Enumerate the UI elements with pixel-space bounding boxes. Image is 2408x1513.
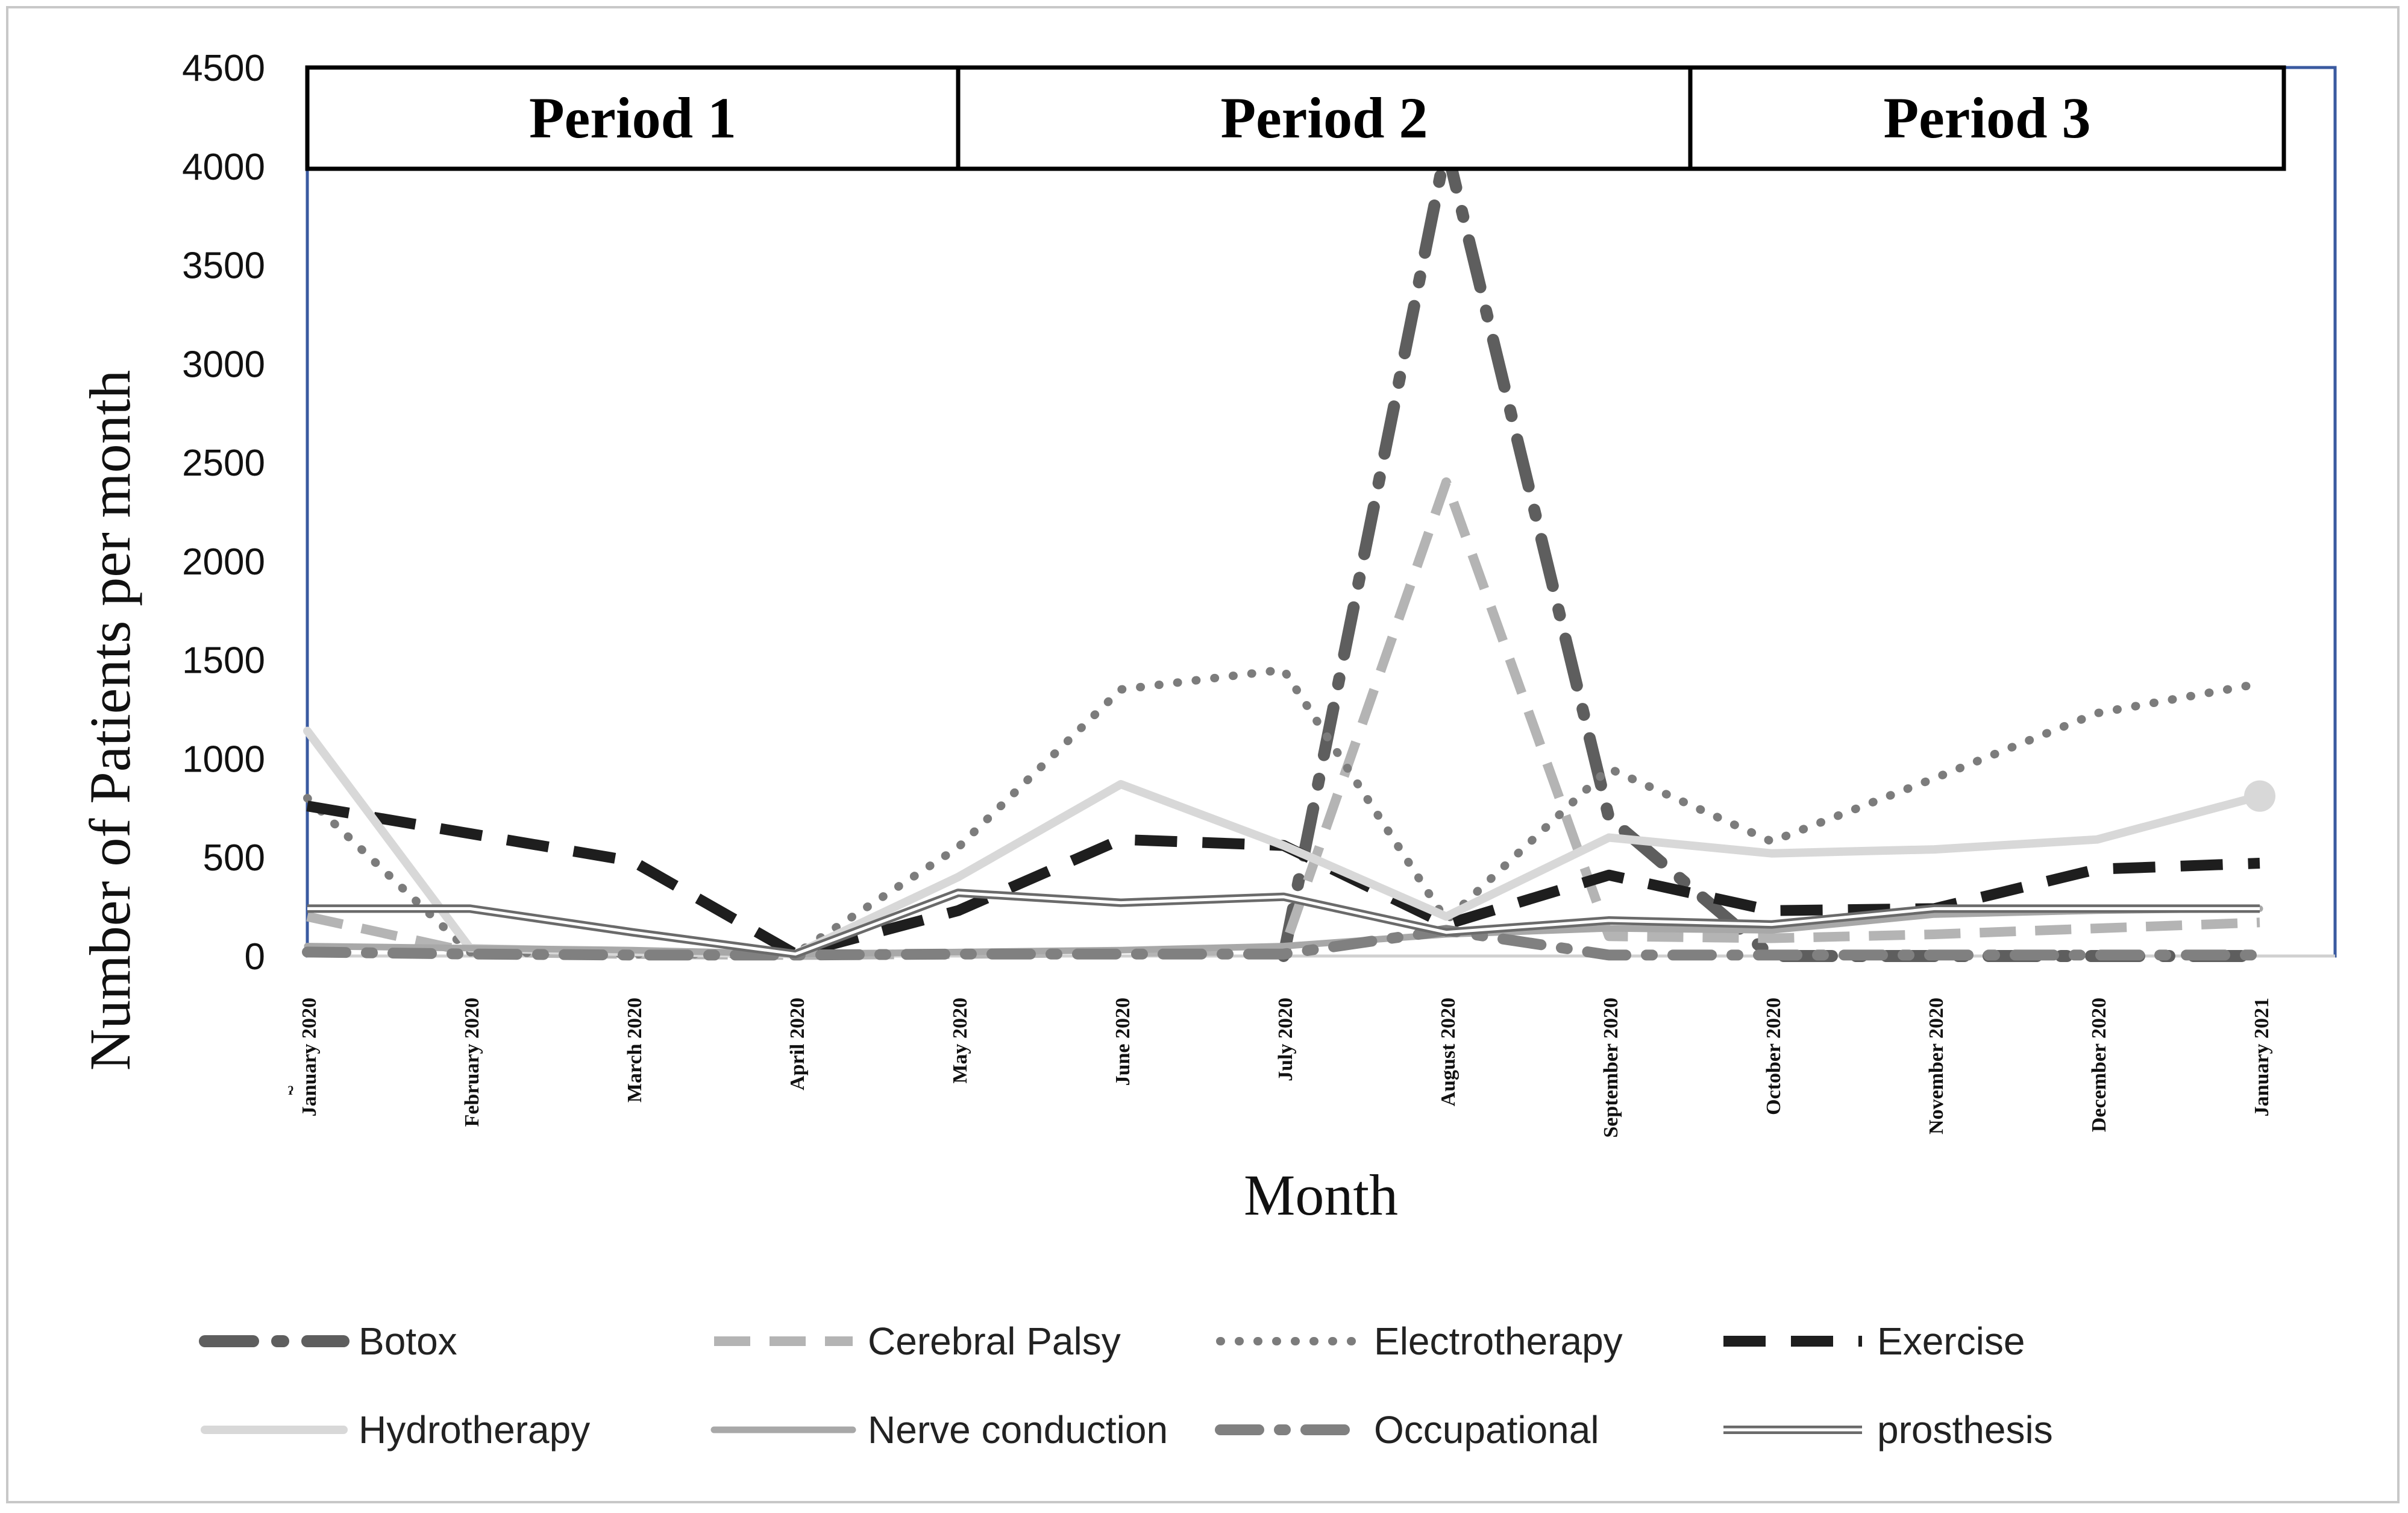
legend-label: Nerve conduction	[868, 1408, 1168, 1452]
period-label: Period 3	[1884, 86, 2091, 150]
y-tick-label: 3000	[182, 344, 265, 385]
x-tick-label: July 2020	[1275, 998, 1297, 1081]
x-tick-label: April 2020	[786, 998, 809, 1090]
x-tick-label: November 2020	[1925, 998, 1948, 1134]
data-point-exercise-5	[1120, 839, 1121, 840]
legend-label: Electrotherapy	[1374, 1320, 1623, 1363]
chart-frame	[6, 6, 2400, 1503]
series-occupational	[302, 925, 2265, 961]
y-tick-label: 2000	[182, 541, 265, 583]
legend-item-exercise: Exercise	[1723, 1320, 2025, 1363]
x-tick-label: August 2020	[1437, 998, 1460, 1106]
y-tick-label: 3500	[182, 245, 265, 287]
legend-item-occupational: Occupational	[1215, 1408, 1599, 1452]
period-box-2: Period 2	[956, 65, 1693, 171]
series-nerve-conduction	[304, 905, 2263, 958]
y-tick-label: 0	[245, 936, 265, 978]
period-box-3: Period 3	[1688, 65, 2286, 171]
x-tick-label: January 2020	[298, 998, 321, 1116]
y-tick-label: 4000	[182, 146, 265, 188]
series-line-nerve-conduction	[304, 905, 2263, 958]
series-cerebral-palsy	[306, 477, 2260, 960]
legend-item-electrotherapy: Electrotherapy	[1216, 1320, 1623, 1363]
series-line-hydrotherapy	[303, 726, 2264, 958]
legend-label: Exercise	[1877, 1320, 2025, 1363]
legend-item-prosthesis: prosthesis	[1723, 1408, 2053, 1452]
x-axis-title: Month	[1244, 1163, 1398, 1227]
y-tick-label: 1000	[182, 738, 265, 780]
x-tick-label: March 2020	[624, 998, 646, 1103]
y-tick-label: 4500	[182, 48, 265, 89]
legend-item-botox: Botox	[199, 1320, 457, 1363]
stray-mark: ˀ	[288, 1083, 293, 1105]
period-box-1: Period 1	[305, 65, 961, 171]
data-point-electrotherapy-12	[2259, 683, 2260, 684]
x-tick-label: September 2020	[1600, 998, 1622, 1138]
x-tick-label: December 2020	[2088, 998, 2110, 1132]
data-point-electrotherapy-8	[1608, 768, 1610, 769]
data-point-electrotherapy-10	[1934, 778, 1935, 779]
x-tick-label: May 2020	[949, 998, 971, 1084]
series-line-occupational	[302, 925, 2265, 961]
period-box-frame	[956, 65, 1693, 171]
data-point-exercise-7	[1446, 924, 1447, 925]
series-prosthesis	[307, 889, 2260, 958]
x-tick-label: January 2021	[2251, 998, 2273, 1116]
legend-item-nerve-conduction: Nerve conduction	[710, 1408, 1168, 1452]
series-line-cerebral-palsy	[306, 477, 2260, 960]
period-box-frame	[1688, 65, 2286, 171]
legend-item-cerebral-palsy: Cerebral Palsy	[714, 1320, 1121, 1363]
x-tick-label: October 2020	[1763, 998, 1785, 1115]
x-tick-label: February 2020	[461, 998, 483, 1127]
series-end-marker-hydrotherapy	[2244, 780, 2275, 812]
data-point-exercise-9	[1771, 910, 1772, 911]
legend-label: Botox	[359, 1320, 457, 1363]
plot-area-border	[306, 66, 2337, 958]
data-point-electrotherapy-6	[1283, 669, 1284, 670]
data-point-exercise-11	[2096, 869, 2098, 870]
period-label: Period 2	[1221, 86, 1428, 150]
period-box-frame	[305, 65, 961, 171]
legend-label: Occupational	[1374, 1408, 1599, 1452]
legend-label: Cerebral Palsy	[868, 1320, 1121, 1363]
y-axis-title: Number of Patients per month	[78, 370, 142, 1071]
y-tick-label: 500	[203, 837, 265, 879]
period-label: Period 1	[529, 86, 736, 150]
y-tick-label: 2500	[182, 442, 265, 484]
y-tick-label: 1500	[182, 640, 265, 682]
legend-label: Hydrotherapy	[359, 1408, 590, 1452]
series-line-inner-prosthesis	[307, 891, 2260, 956]
legend-label: prosthesis	[1877, 1408, 2053, 1452]
data-point-exercise-2	[632, 861, 633, 862]
legend-item-hydrotherapy: Hydrotherapy	[201, 1408, 590, 1452]
x-tick-label: June 2020	[1112, 998, 1134, 1086]
